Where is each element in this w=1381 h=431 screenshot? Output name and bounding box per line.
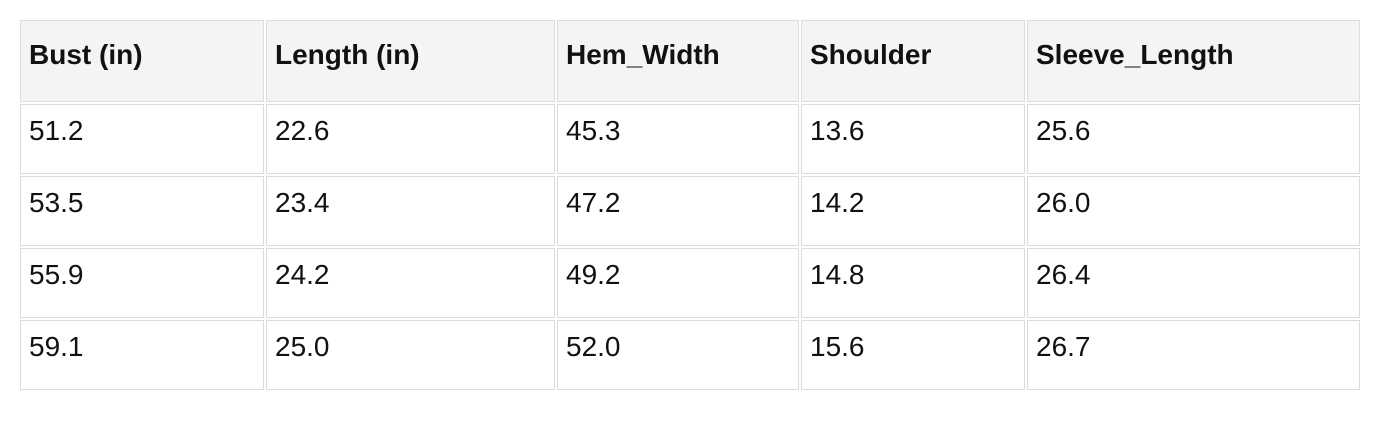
table-cell: 25.6 — [1027, 104, 1360, 174]
table-row: 51.2 22.6 45.3 13.6 25.6 — [20, 104, 1360, 174]
column-header-shoulder: Shoulder — [801, 20, 1025, 102]
header-row: Bust (in) Length (in) Hem_Width Shoulder… — [20, 20, 1360, 102]
table-cell: 59.1 — [20, 320, 264, 390]
table-cell: 13.6 — [801, 104, 1025, 174]
table-cell: 26.7 — [1027, 320, 1360, 390]
table-cell: 26.0 — [1027, 176, 1360, 246]
table-row: 53.5 23.4 47.2 14.2 26.0 — [20, 176, 1360, 246]
table-cell: 14.2 — [801, 176, 1025, 246]
table-cell: 23.4 — [266, 176, 555, 246]
table-cell: 45.3 — [557, 104, 799, 174]
table-cell: 24.2 — [266, 248, 555, 318]
table-cell: 14.8 — [801, 248, 1025, 318]
column-header-sleeve-length: Sleeve_Length — [1027, 20, 1360, 102]
table-header: Bust (in) Length (in) Hem_Width Shoulder… — [20, 20, 1360, 102]
table-cell: 47.2 — [557, 176, 799, 246]
table-cell: 51.2 — [20, 104, 264, 174]
table-cell: 52.0 — [557, 320, 799, 390]
table-body: 51.2 22.6 45.3 13.6 25.6 53.5 23.4 47.2 … — [20, 104, 1360, 390]
table-cell: 26.4 — [1027, 248, 1360, 318]
table-row: 55.9 24.2 49.2 14.8 26.4 — [20, 248, 1360, 318]
column-header-bust: Bust (in) — [20, 20, 264, 102]
column-header-length: Length (in) — [266, 20, 555, 102]
table-cell: 15.6 — [801, 320, 1025, 390]
table-row: 59.1 25.0 52.0 15.6 26.7 — [20, 320, 1360, 390]
table-cell: 22.6 — [266, 104, 555, 174]
table-cell: 49.2 — [557, 248, 799, 318]
column-header-hem-width: Hem_Width — [557, 20, 799, 102]
table-cell: 53.5 — [20, 176, 264, 246]
table-cell: 55.9 — [20, 248, 264, 318]
measurements-table: Bust (in) Length (in) Hem_Width Shoulder… — [18, 18, 1362, 392]
table-cell: 25.0 — [266, 320, 555, 390]
